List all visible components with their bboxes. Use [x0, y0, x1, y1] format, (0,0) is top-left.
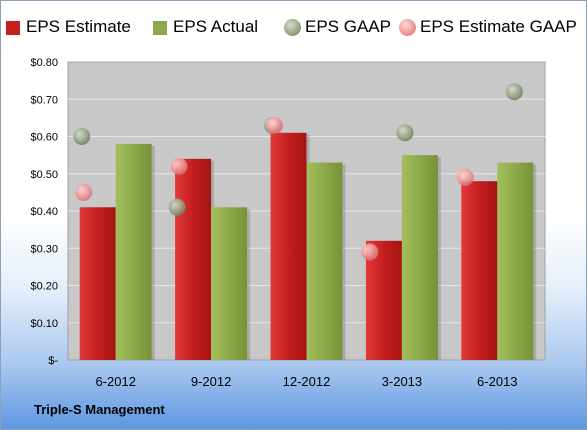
x-axis-labels: 6-2012 9-2012 12-2012 3-2013 6-2013	[95, 374, 517, 389]
company-name-label: Triple-S Management	[34, 402, 165, 417]
markers	[73, 83, 523, 261]
legend-label-eps-gaap: EPS GAAP	[305, 17, 391, 36]
marker-eps-gaap	[505, 83, 523, 101]
y-tick-label: $-	[48, 355, 58, 367]
bars	[79, 132, 537, 360]
marker-eps-estimate-gaap	[361, 243, 379, 261]
legend-marker-eps-estimate-gaap	[399, 19, 416, 36]
y-tick-label: $0.10	[30, 318, 58, 330]
marker-eps-estimate-gaap	[266, 116, 283, 134]
y-axis-ticks: $0.80 $0.70 $0.60 $0.50 $0.40 $0.30 $0.20 $0.10…	[30, 57, 58, 367]
bar-eps-actual	[401, 155, 438, 360]
legend-swatch-eps-estimate	[6, 21, 20, 35]
y-tick-label: $0.30	[30, 243, 58, 255]
legend-swatch-eps-actual	[153, 21, 167, 35]
legend-label-eps-estimate: EPS Estimate	[26, 17, 131, 36]
bar-eps-estimate	[461, 181, 498, 360]
legend: EPS Estimate EPS Actual EPS GAAP EPS Est…	[0, 14, 587, 44]
marker-eps-estimate-gaap	[75, 183, 93, 201]
y-tick-label: $0.70	[30, 94, 58, 106]
legend-label-eps-actual: EPS Actual	[173, 17, 259, 36]
bar-eps-estimate	[79, 207, 116, 360]
x-tick-label: 6-2013	[477, 374, 517, 389]
bar-eps-estimate	[365, 240, 402, 360]
y-tick-label: $0.80	[30, 57, 58, 69]
bar-eps-actual	[306, 162, 343, 360]
y-tick-label: $0.20	[30, 281, 58, 293]
x-tick-label: 12-2012	[283, 374, 331, 389]
marker-eps-gaap	[396, 124, 414, 142]
marker-eps-estimate-gaap	[456, 168, 474, 186]
marker-eps-estimate-gaap	[170, 157, 188, 175]
bar-eps-actual	[115, 143, 152, 360]
bar-eps-actual	[497, 162, 534, 360]
legend-label-eps-estimate-gaap: EPS Estimate GAAP	[420, 17, 577, 36]
x-tick-label: 3-2013	[382, 374, 422, 389]
bar-eps-estimate	[270, 132, 307, 360]
bar-eps-estimate	[175, 158, 212, 360]
y-tick-label: $0.50	[30, 169, 58, 181]
bar-eps-actual	[211, 207, 248, 360]
y-tick-label: $0.40	[30, 206, 58, 218]
x-tick-label: 9-2012	[191, 374, 231, 389]
legend-marker-eps-gaap	[284, 19, 301, 36]
y-tick-label: $0.60	[30, 132, 58, 144]
marker-eps-gaap	[168, 198, 186, 216]
marker-eps-gaap	[73, 128, 91, 145]
x-tick-label: 6-2012	[95, 374, 135, 389]
